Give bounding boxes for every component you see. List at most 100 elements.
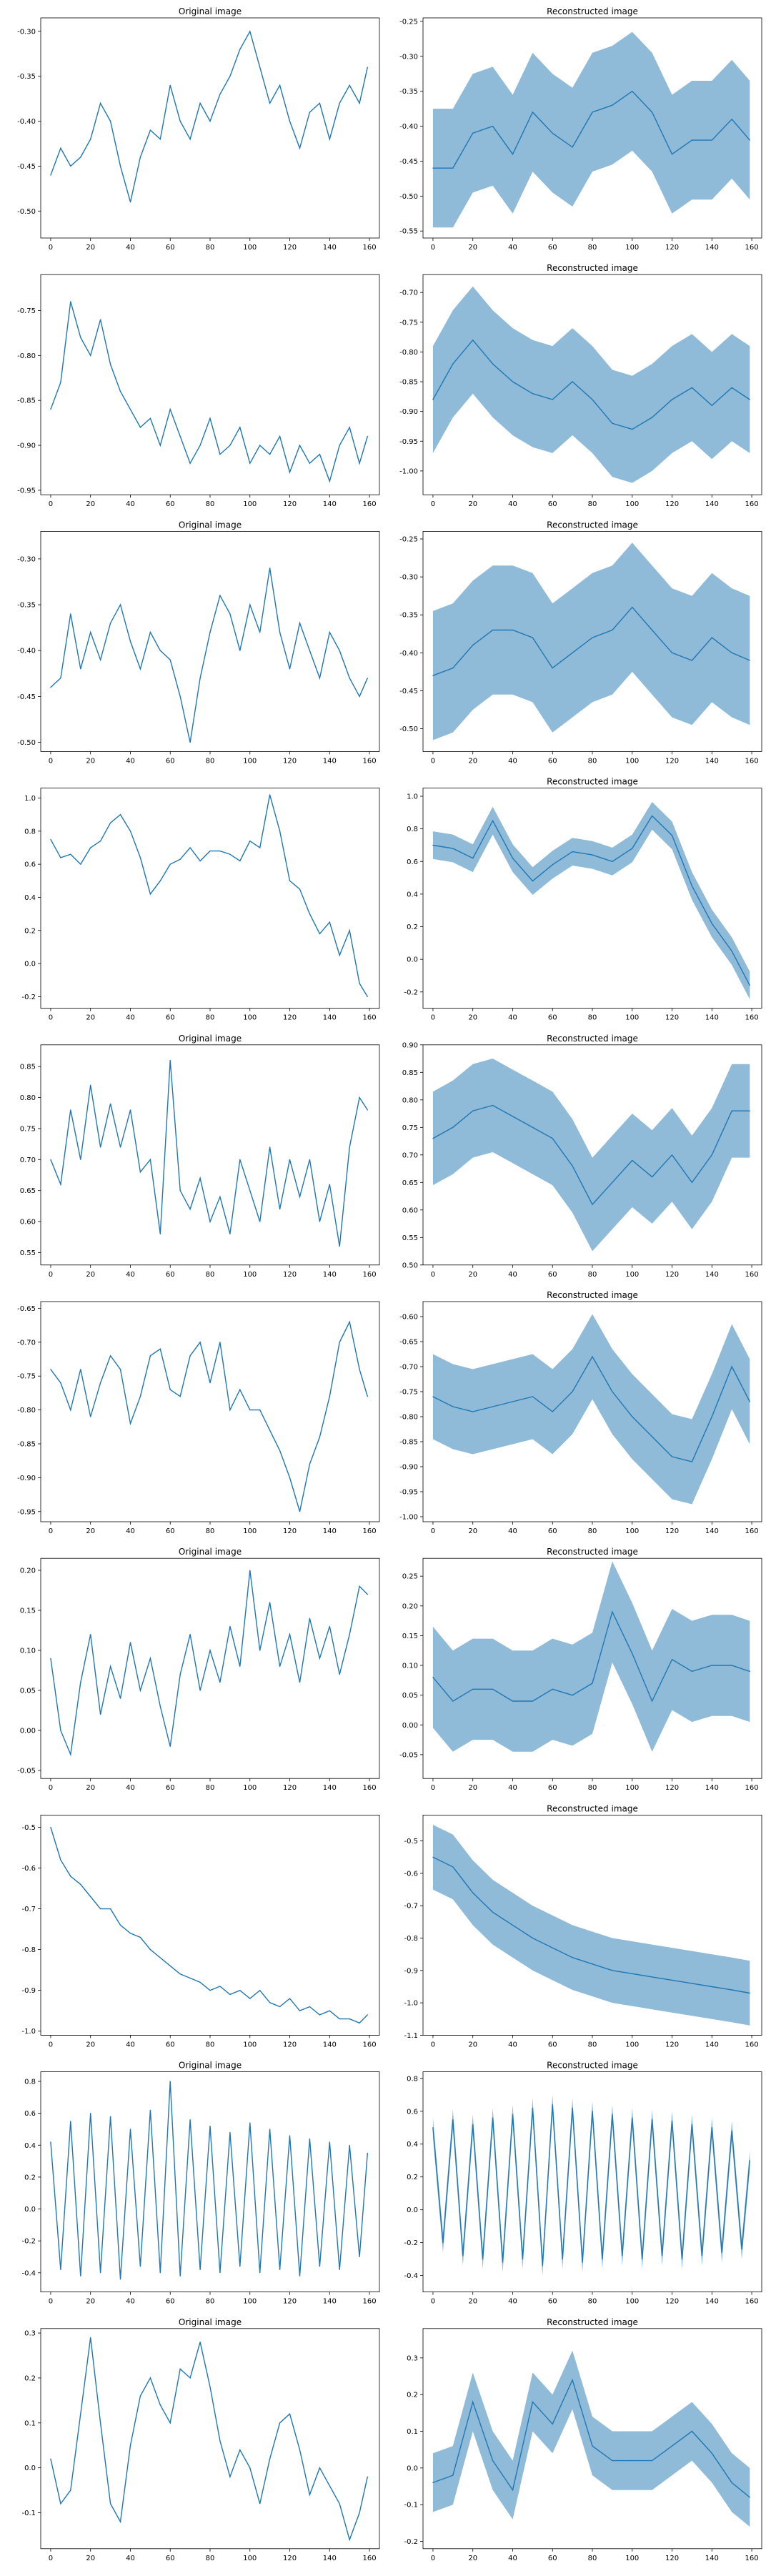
chart-9-reconstructed-xtick-label: 100 [625, 2298, 639, 2306]
chart-1-original-point [70, 165, 71, 167]
chart-1-reconstructed-xtick-label: 100 [625, 244, 639, 252]
chart-2-original-point [339, 445, 340, 446]
chart-4-original: 0 20 40 60 80 100 120 140 160 1.0 0.8 0.6 0.4 0.2 0.0 -… [21, 788, 380, 1022]
chart-2-original: 0 20 40 60 80 100 120 140 160 -0.75 -0.80 -0.85 -0.9… [17, 274, 380, 508]
chart-10-reconstructed-ytick-label: 0.3 [407, 2354, 418, 2362]
chart-9-reconstructed-point [472, 2124, 474, 2125]
chart-9-reconstructed-ytick-label: 0.8 [407, 2075, 418, 2083]
chart-3-reconstructed-ytick-label: -0.40 [399, 650, 418, 658]
chart-9-reconstructed-xtick-label: 80 [588, 2298, 597, 2306]
chart-8-original-xtick-label: 20 [86, 2041, 95, 2049]
chart-4-original-point [229, 853, 231, 855]
chart-4-reconstructed-xtick-label: 0 [431, 1014, 435, 1022]
chart-4-original-ytick-label: 0.4 [24, 894, 36, 902]
chart-2-original-point [329, 480, 330, 482]
chart-7-original-point [319, 1658, 320, 1659]
chart-9-reconstructed-ytick-label: -0.2 [404, 2239, 418, 2247]
chart-8-original-point [199, 1981, 201, 1983]
chart-10-original-point [159, 2404, 161, 2406]
chart-9-reconstructed-ytick-label: 0.2 [407, 2174, 418, 2181]
chart-9-original-point [249, 2122, 251, 2124]
chart-4-original-point [169, 863, 171, 865]
chart-8-original-xtick-label: 120 [283, 2041, 297, 2049]
chart-1-original-point [110, 121, 111, 122]
chart-5-original-point [149, 1159, 151, 1160]
chart-5-original-point [359, 1096, 360, 1099]
chart-7-original-frame [40, 1557, 380, 1779]
chart-7-original-point [179, 1674, 181, 1675]
chart-1-reconstructed-xtick-label: 0 [431, 244, 435, 252]
chart-8-original-ytick-label: -0.7 [21, 1906, 36, 1913]
chart-7-original-ytick-label: -0.05 [17, 1768, 36, 1775]
chart-10-original-point [319, 2467, 320, 2469]
chart-3-reconstructed-xtick-label: 20 [468, 757, 477, 765]
chart-7-original-xtick-label: 80 [206, 1784, 215, 1792]
chart-6-reconstructed-ytick-label: -0.60 [399, 1314, 418, 1322]
chart-4-original-xtick-label: 100 [243, 1014, 257, 1022]
chart-2-reconstructed-point [452, 363, 454, 365]
chart-5-reconstructed-point [432, 1138, 434, 1139]
chart-5-original-ytick-label: 0.65 [20, 1187, 36, 1195]
chart-10-reconstructed-confidence-band [432, 2350, 750, 2527]
chart-7-reconstructed-xtick-label: 120 [665, 1784, 679, 1792]
chart-5-original-xtick-label: 140 [323, 1271, 337, 1279]
chart-2-reconstructed-ytick-label: -0.80 [399, 349, 418, 357]
chart-9-reconstructed-point [552, 2104, 553, 2106]
chart-3-reconstructed: Reconstructed image 0 20 40 60 80 100 120 140 160… [399, 520, 762, 765]
chart-6-reconstructed-point [572, 1391, 573, 1392]
chart-10-reconstructed-ytick-label: 0.1 [407, 2428, 418, 2436]
chart-9-reconstructed-point [492, 2117, 494, 2119]
chart-7-reconstructed-point [452, 1700, 454, 1702]
chart-4-reconstructed-ytick-label: 0.6 [407, 858, 418, 866]
chart-4-original-xtick-label: 140 [323, 1014, 337, 1022]
chart-6-original-ytick-label: -0.65 [17, 1305, 36, 1313]
chart-9-original-point [329, 2141, 330, 2143]
chart-2-original-point [129, 409, 131, 410]
chart-9-reconstructed: Reconstructed image 0 20 40 60 80 100 120 140 160… [404, 2061, 762, 2306]
chart-10-reconstructed-xtick-label: 100 [625, 2555, 639, 2562]
chart-9-reconstructed-ytick-label: -0.4 [404, 2272, 418, 2280]
chart-1-original-point [50, 174, 51, 176]
chart-6-reconstructed-point [552, 1411, 553, 1412]
chart-6-reconstructed-ytick-label: -1.00 [399, 1514, 418, 1522]
chart-4-reconstructed-confidence-band [432, 802, 750, 1000]
chart-6-reconstructed-xtick-label: 160 [745, 1527, 759, 1535]
chart-6-reconstructed-xtick-label: 20 [468, 1527, 477, 1535]
chart-3-original-ytick-label: -0.40 [17, 648, 36, 655]
chart-2-reconstructed-xtick-label: 60 [548, 500, 557, 508]
chart-1-original: Original image 0 20 40 60 80 100 120 140 160 -0.30… [17, 6, 380, 252]
chart-7-original-xtick-label: 60 [166, 1784, 175, 1792]
chart-9-original-point [299, 2275, 301, 2277]
chart-8-original-point [110, 1908, 111, 1910]
chart-7-original-point [229, 1625, 231, 1627]
chart-7-original-title: Original image [179, 1547, 242, 1557]
chart-5-reconstructed-point [452, 1126, 454, 1128]
chart-6-reconstructed-xtick-label: 120 [665, 1527, 679, 1535]
chart-10-original-point [259, 2503, 261, 2505]
chart-7-original-point [189, 1634, 191, 1635]
chart-1-reconstructed-point [552, 132, 553, 134]
chart-4-original-point [50, 838, 51, 840]
chart-1-original-xtick-label: 160 [363, 244, 377, 252]
chart-1-reconstructed-point [492, 126, 494, 127]
chart-3-reconstructed-ytick-label: -0.50 [399, 725, 418, 733]
chart-1-original-point [269, 102, 271, 104]
chart-3-reconstructed-xtick-label: 80 [588, 757, 597, 765]
chart-5-reconstructed-xtick-label: 140 [705, 1271, 719, 1279]
chart-6-reconstructed-xtick-label: 60 [548, 1527, 557, 1535]
chart-1-original-ytick-label: -0.35 [17, 73, 36, 81]
chart-5-reconstructed-xtick-label: 40 [508, 1271, 517, 1279]
chart-2-reconstructed-xtick-label: 20 [468, 500, 477, 508]
chart-2-original-xtick-label: 0 [49, 500, 53, 508]
chart-1-original-point [367, 66, 368, 68]
chart-4-reconstructed-xtick-label: 140 [705, 1014, 719, 1022]
chart-2-original-point [70, 301, 71, 302]
chart-5-original-xtick-label: 120 [283, 1271, 297, 1279]
chart-1-original-point [209, 121, 211, 122]
chart-10-original-xtick-label: 80 [206, 2555, 215, 2562]
chart-1-original-title: Original image [179, 6, 242, 16]
chart-1-reconstructed-point [452, 167, 454, 169]
chart-9-original-point [319, 2266, 320, 2267]
chart-10-original-point [169, 2422, 171, 2424]
chart-6-reconstructed-xtick-label: 140 [705, 1527, 719, 1535]
